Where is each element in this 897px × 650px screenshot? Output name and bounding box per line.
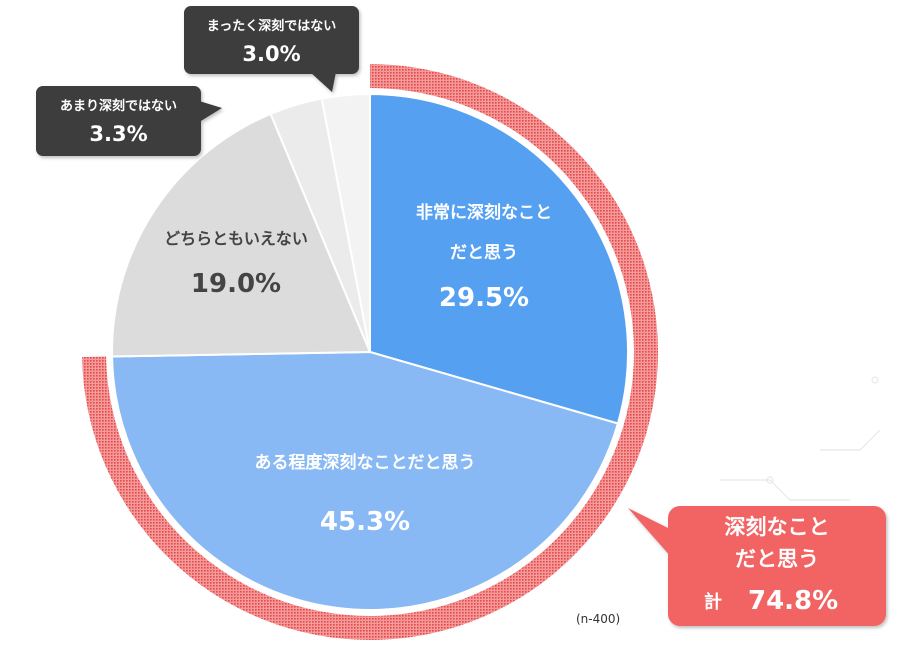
slice-value-3: 19.0% bbox=[191, 269, 281, 299]
callout-label-4: あまり深刻ではない bbox=[60, 98, 177, 114]
total-callout-value: 74.8% bbox=[748, 586, 838, 616]
slice-label-2: ある程度深刻なことだと思う bbox=[255, 452, 476, 473]
total-callout bbox=[628, 506, 886, 626]
total-callout-label: だと思う bbox=[735, 547, 819, 571]
callout-5 bbox=[184, 6, 359, 92]
slice-label-1: だと思う bbox=[450, 243, 518, 263]
slice-label-3: どちらともいえない bbox=[164, 229, 308, 248]
slice-value-2: 45.3% bbox=[320, 507, 410, 537]
total-callout-label: 深刻なこと bbox=[725, 515, 830, 539]
slice-label-1: 非常に深刻なこと bbox=[416, 202, 552, 223]
pie-slice-5 bbox=[320, 92, 371, 353]
total-callout-prefix: 計 bbox=[704, 591, 722, 613]
callout-value-5: 3.0% bbox=[242, 42, 300, 66]
callout-label-5: まったく深刻ではない bbox=[207, 18, 336, 34]
pie-slice-3 bbox=[111, 112, 372, 358]
slice-value-1: 29.5% bbox=[439, 283, 529, 313]
pie-slice-2 bbox=[111, 350, 620, 612]
sample-size-note: (n-400) bbox=[576, 612, 621, 626]
callout-value-4: 3.3% bbox=[89, 122, 147, 146]
pie-slice-1 bbox=[369, 92, 629, 425]
callout-4 bbox=[36, 86, 222, 156]
